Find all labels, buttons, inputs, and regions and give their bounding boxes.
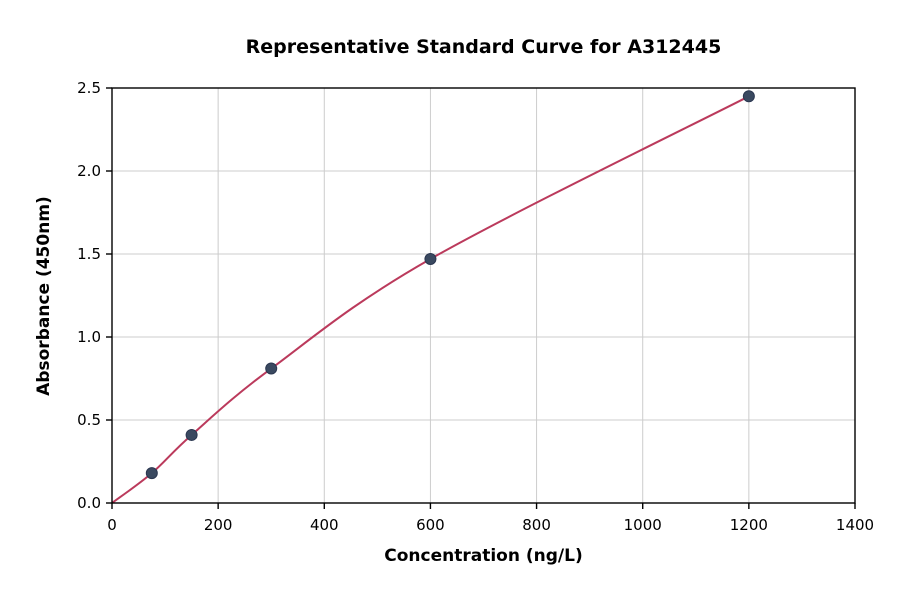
data-points: [145, 90, 755, 480]
x-tick-label: 1400: [836, 516, 874, 534]
y-axis-label: Absorbance (450nm): [34, 196, 54, 396]
data-point: [265, 362, 278, 375]
x-tick-label: 600: [416, 516, 445, 534]
gridlines: [111, 87, 856, 504]
chart-title: Representative Standard Curve for A31244…: [245, 36, 722, 58]
x-tick-label: 1200: [730, 516, 768, 534]
data-point: [145, 467, 158, 480]
x-tick-label: 800: [522, 516, 551, 534]
data-point: [185, 428, 198, 441]
y-tick-label: 1.0: [77, 328, 101, 346]
y-tick-label: 1.5: [77, 245, 101, 263]
x-tick-label: 200: [204, 516, 233, 534]
data-point: [424, 252, 437, 265]
x-tick-label: 0: [107, 516, 117, 534]
plot-border: [111, 87, 856, 504]
x-axis-label: Concentration (ng/L): [384, 546, 583, 566]
data-point: [742, 90, 755, 103]
x-axis-ticks: 0 200 400 600 800 1000 1200 1400: [107, 503, 874, 534]
y-tick-label: 0.0: [77, 494, 101, 512]
y-axis-ticks: 0.0 0.5 1.0 1.5 2.0 2.5: [77, 79, 112, 512]
y-tick-label: 2.0: [77, 162, 101, 180]
y-tick-label: 0.5: [77, 411, 101, 429]
x-tick-label: 1000: [624, 516, 662, 534]
x-tick-label: 400: [310, 516, 339, 534]
y-tick-label: 2.5: [77, 79, 101, 97]
